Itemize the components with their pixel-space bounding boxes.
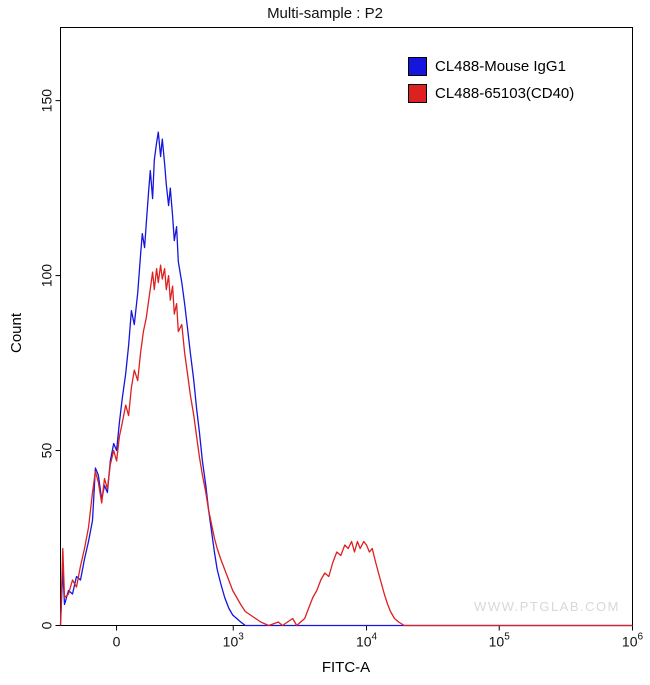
x-tick-label: 106 (622, 632, 644, 650)
legend-entry: CL488-65103(CD40) (408, 84, 574, 103)
y-tick-label: 50 (39, 443, 55, 459)
watermark: WWW.PTGLAB.COM (474, 599, 620, 614)
chart-title: Multi-sample : P2 (267, 5, 383, 22)
x-axis-label: FITC-A (321, 659, 371, 676)
x-tick-label: 103 (223, 632, 245, 650)
legend-label: CL488-65103(CD40) (435, 85, 575, 102)
y-axis-label: Count (8, 312, 25, 353)
legend-swatch (408, 57, 427, 76)
curve-0 (59, 131, 633, 627)
y-tick-label: 100 (39, 264, 55, 288)
x-tick-label: 0 (113, 634, 121, 650)
x-tick-label: 105 (489, 632, 511, 650)
y-tick-label: 0 (39, 621, 55, 629)
legend-entry: CL488-Mouse IgG1 (408, 57, 574, 76)
x-tick-label: 104 (356, 632, 378, 650)
legend-swatch (408, 84, 427, 103)
plot-border (60, 27, 633, 626)
curve-1 (59, 264, 633, 627)
legend-label: CL488-Mouse IgG1 (435, 58, 566, 75)
legend: CL488-Mouse IgG1 CL488-65103(CD40) (408, 57, 574, 103)
y-tick-label: 150 (39, 89, 55, 113)
